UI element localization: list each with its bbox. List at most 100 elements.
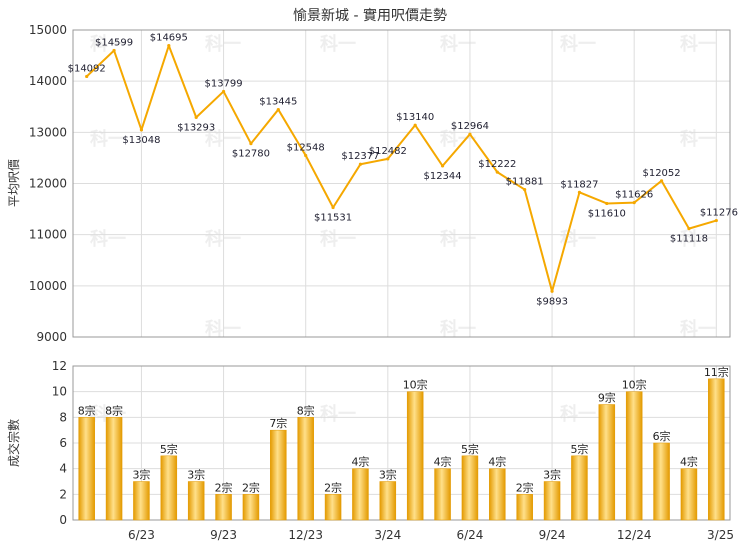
price-point <box>112 48 116 53</box>
price-data-label: $12344 <box>423 171 461 182</box>
x-tick-label: 12/23 <box>288 528 323 542</box>
price-point <box>167 44 171 48</box>
volume-data-label: 2宗 <box>516 480 534 494</box>
price-series-line <box>85 44 717 293</box>
watermark-mark: 科一 <box>680 33 716 55</box>
watermark-mark: 科一 <box>205 128 241 150</box>
price-point <box>249 141 253 146</box>
volume-y-tick-label: 12 <box>52 359 67 373</box>
watermark-mark: 科一 <box>560 403 596 425</box>
watermark-mark: 科一 <box>680 128 716 150</box>
watermark-mark: 科一 <box>205 33 241 55</box>
volume-data-label: 3宗 <box>543 468 561 482</box>
price-y-tick-label: 10000 <box>29 279 67 293</box>
volume-data-label: 5宗 <box>570 442 588 456</box>
price-data-label: $13799 <box>204 78 242 89</box>
price-data-label: $12052 <box>642 168 680 179</box>
x-tick-label: 3/24 <box>374 528 401 542</box>
price-data-label: $12548 <box>287 142 325 153</box>
price-y-tick-label: 9000 <box>36 330 67 344</box>
price-data-label: $12377 <box>341 151 379 162</box>
volume-bar <box>406 391 424 521</box>
price-point <box>276 107 280 112</box>
price-data-label: $11881 <box>506 177 544 188</box>
price-data-label: $12780 <box>232 149 270 160</box>
x-tick-label: 9/23 <box>210 528 237 542</box>
volume-data-label: 2宗 <box>215 480 233 494</box>
price-y-tick-label: 15000 <box>29 23 67 37</box>
price-y-tick-label: 11000 <box>29 228 67 242</box>
x-tick-label: 3/25 <box>707 528 734 542</box>
volume-bar <box>297 417 314 521</box>
watermark-mark: 科一 <box>320 33 356 55</box>
volume-bar <box>516 494 533 521</box>
volume-bar <box>187 481 205 521</box>
price-point <box>577 190 582 194</box>
price-point <box>358 162 363 166</box>
watermark-mark: 科一 <box>90 128 126 150</box>
watermark-mark: 科一 <box>320 228 356 250</box>
watermark-mark: 科一 <box>440 33 476 55</box>
price-data-label: $12482 <box>369 146 407 157</box>
volume-bar <box>571 455 588 521</box>
price-data-label: $12222 <box>478 159 516 170</box>
volume-data-label: 3宗 <box>132 468 150 482</box>
volume-data-label: 8宗 <box>105 403 123 417</box>
price-data-label: $11610 <box>588 208 626 219</box>
price-point <box>386 157 390 161</box>
volume-data-label: 4宗 <box>434 455 452 469</box>
volume-bar <box>625 391 643 521</box>
volume-plot-frame <box>72 365 731 521</box>
price-data-label: $14092 <box>68 63 106 74</box>
price-point <box>687 227 691 231</box>
price-data-label: $11626 <box>615 190 653 201</box>
price-point <box>714 218 718 223</box>
volume-bar <box>160 455 178 521</box>
volume-data-label: 5宗 <box>160 442 178 456</box>
watermark-mark: 科一 <box>440 228 476 250</box>
price-point <box>659 179 664 183</box>
price-y-tick-label: 13000 <box>29 125 67 139</box>
watermark-mark: 科一 <box>320 403 356 425</box>
price-data-label: $11276 <box>700 208 738 219</box>
volume-bar <box>324 494 342 521</box>
price-point <box>495 170 499 174</box>
price-point <box>632 201 636 205</box>
price-point <box>440 164 445 168</box>
volume-data-label: 8宗 <box>78 403 96 417</box>
volume-data-label: 10宗 <box>403 378 428 392</box>
volume-bar <box>434 468 451 521</box>
x-tick-label: 6/24 <box>456 528 483 542</box>
volume-bar <box>105 417 123 521</box>
price-y-tick-label: 12000 <box>29 177 67 191</box>
watermark-mark: 科一 <box>90 228 126 250</box>
volume-bar <box>543 481 561 521</box>
price-point <box>304 153 308 158</box>
volume-panel: 0 2 4 6 8 10 12 成交宗數 8宗 8宗 3宗 5宗 3宗 2宗 2宗 7宗 8宗 2宗 4宗 3宗 1… <box>6 359 734 542</box>
volume-data-label: 10宗 <box>622 378 647 392</box>
volume-bar <box>78 417 95 521</box>
volume-data-label: 2宗 <box>242 480 260 494</box>
price-data-label: $14599 <box>95 38 133 49</box>
watermark-mark: 科一 <box>680 228 716 250</box>
volume-y-tick-label: 8 <box>59 410 67 424</box>
chart-title: 愉景新城 - 實用呎價走勢 <box>293 7 447 24</box>
price-data-label: $11118 <box>670 234 708 245</box>
volume-data-label: 3宗 <box>187 468 205 482</box>
volume-bar <box>489 468 506 521</box>
x-tick-label: 12/24 <box>617 528 652 542</box>
volume-data-label: 5宗 <box>461 442 479 456</box>
price-point <box>550 289 554 293</box>
volume-bar <box>379 481 397 521</box>
volume-y-tick-label: 10 <box>52 385 67 399</box>
price-point <box>139 128 144 132</box>
price-plot-frame <box>72 29 731 338</box>
price-point <box>85 74 89 79</box>
volume-data-label: 4宗 <box>488 455 506 469</box>
volume-data-label: 11宗 <box>704 365 729 379</box>
volume-data-label: 6宗 <box>653 429 671 443</box>
price-data-label: $12964 <box>451 121 489 132</box>
